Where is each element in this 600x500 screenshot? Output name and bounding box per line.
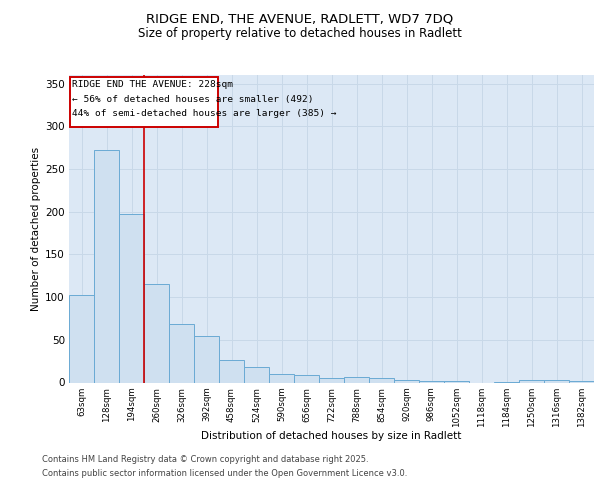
- Bar: [144, 284, 169, 382]
- Bar: [419, 381, 444, 382]
- Text: RIDGE END, THE AVENUE, RADLETT, WD7 7DQ: RIDGE END, THE AVENUE, RADLETT, WD7 7DQ: [146, 12, 454, 26]
- Bar: [369, 378, 394, 382]
- Bar: [319, 378, 344, 382]
- Bar: [169, 324, 194, 382]
- Y-axis label: Number of detached properties: Number of detached properties: [31, 146, 41, 311]
- Bar: [519, 380, 544, 382]
- Text: Contains public sector information licensed under the Open Government Licence v3: Contains public sector information licen…: [42, 468, 407, 477]
- Bar: [444, 381, 469, 382]
- Text: Size of property relative to detached houses in Radlett: Size of property relative to detached ho…: [138, 28, 462, 40]
- X-axis label: Distribution of detached houses by size in Radlett: Distribution of detached houses by size …: [202, 431, 461, 441]
- Bar: [344, 378, 369, 382]
- Bar: [569, 381, 594, 382]
- FancyBboxPatch shape: [70, 76, 218, 127]
- Text: ← 56% of detached houses are smaller (492): ← 56% of detached houses are smaller (49…: [73, 94, 314, 104]
- Bar: [94, 150, 119, 382]
- Text: Contains HM Land Registry data © Crown copyright and database right 2025.: Contains HM Land Registry data © Crown c…: [42, 455, 368, 464]
- Bar: [244, 367, 269, 382]
- Bar: [219, 360, 244, 382]
- Bar: [294, 375, 319, 382]
- Bar: [119, 214, 144, 382]
- Bar: [194, 336, 219, 382]
- Text: RIDGE END THE AVENUE: 228sqm: RIDGE END THE AVENUE: 228sqm: [73, 80, 233, 89]
- Bar: [269, 374, 294, 382]
- Text: 44% of semi-detached houses are larger (385) →: 44% of semi-detached houses are larger (…: [73, 109, 337, 118]
- Bar: [69, 296, 94, 382]
- Bar: [394, 380, 419, 382]
- Bar: [544, 380, 569, 382]
